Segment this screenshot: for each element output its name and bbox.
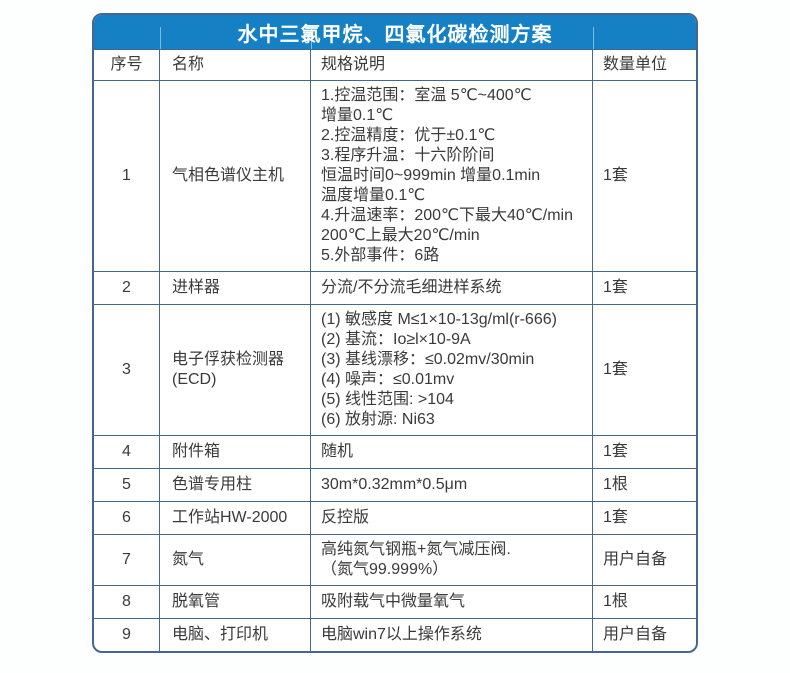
table-row: 1 气相色谱仪主机 1.控温范围：室温 5℃~400℃ 增量0.1℃ 2.控温精… bbox=[94, 80, 696, 271]
row-qty-cell: 1根 bbox=[593, 468, 696, 501]
row-name-cell: 色谱专用柱 bbox=[160, 468, 311, 501]
row-qty-cell: 1套 bbox=[593, 501, 696, 534]
row-qty-cell: 1套 bbox=[593, 271, 696, 304]
row-name-cell: 电脑、打印机 bbox=[160, 618, 311, 651]
row-no-cell: 5 bbox=[94, 468, 160, 501]
row-qty-cell: 1根 bbox=[593, 585, 696, 618]
row-no-cell: 4 bbox=[94, 435, 160, 468]
table-row: 4 附件箱 随机 1套 bbox=[94, 435, 696, 468]
row-name-cell: 附件箱 bbox=[160, 435, 311, 468]
row-name-cell: 气相色谱仪主机 bbox=[160, 80, 311, 271]
title-column-divider bbox=[593, 27, 594, 49]
header-no: 序号 bbox=[94, 49, 160, 80]
row-name-cell: 进样器 bbox=[160, 271, 311, 304]
table-header-row: 序号 名称 规格说明 数量单位 bbox=[94, 49, 696, 80]
title-column-divider bbox=[311, 27, 312, 49]
row-name-cell: 氮气 bbox=[160, 534, 311, 585]
row-spec-cell: (1) 敏感度 M≤1×10-13g/ml(r-666) (2) 基流：Io≥l… bbox=[311, 304, 593, 435]
row-name-cell: 工作站HW-2000 bbox=[160, 501, 311, 534]
title-column-divider bbox=[160, 27, 161, 49]
row-name-cell: 电子俘获检测器 (ECD) bbox=[160, 304, 311, 435]
row-qty-cell: 用户自备 bbox=[593, 618, 696, 651]
row-no-cell: 2 bbox=[94, 271, 160, 304]
row-no-cell: 9 bbox=[94, 618, 160, 651]
row-qty-cell: 用户自备 bbox=[593, 534, 696, 585]
row-qty-cell: 1套 bbox=[593, 80, 696, 271]
row-qty-cell: 1套 bbox=[593, 304, 696, 435]
row-qty-cell: 1套 bbox=[593, 435, 696, 468]
header-spec: 规格说明 bbox=[311, 49, 593, 80]
table-title: 水中三氯甲烷、四氯化碳检测方案 bbox=[237, 23, 553, 46]
table-row: 7 氮气 高纯氮气钢瓶+氮气减压阀. （氮气99.999%） 用户自备 bbox=[94, 534, 696, 585]
row-spec-cell: 随机 bbox=[311, 435, 593, 468]
row-no-cell: 3 bbox=[94, 304, 160, 435]
table-row: 5 色谱专用柱 30m*0.32mm*0.5μm 1根 bbox=[94, 468, 696, 501]
table-row: 8 脱氧管 吸附载气中微量氧气 1根 bbox=[94, 585, 696, 618]
row-spec-cell: 分流/不分流毛细进样系统 bbox=[311, 271, 593, 304]
row-spec-cell: 吸附载气中微量氧气 bbox=[311, 585, 593, 618]
table-row: 9 电脑、打印机 电脑win7以上操作系统 用户自备 bbox=[94, 618, 696, 651]
spec-table-card: 水中三氯甲烷、四氯化碳检测方案 序号 名称 规格说明 数量单位 1 气相色谱仪主… bbox=[92, 13, 698, 653]
header-qty: 数量单位 bbox=[593, 49, 696, 80]
table-title-bar: 水中三氯甲烷、四氯化碳检测方案 bbox=[94, 15, 696, 49]
row-spec-cell: 高纯氮气钢瓶+氮气减压阀. （氮气99.999%） bbox=[311, 534, 593, 585]
row-spec-cell: 电脑win7以上操作系统 bbox=[311, 618, 593, 651]
row-spec-cell: 1.控温范围：室温 5℃~400℃ 增量0.1℃ 2.控温精度：优于±0.1℃ … bbox=[311, 80, 593, 271]
row-no-cell: 8 bbox=[94, 585, 160, 618]
header-name: 名称 bbox=[160, 49, 311, 80]
row-name-cell: 脱氧管 bbox=[160, 585, 311, 618]
row-no-cell: 7 bbox=[94, 534, 160, 585]
row-spec-cell: 30m*0.32mm*0.5μm bbox=[311, 468, 593, 501]
row-no-cell: 6 bbox=[94, 501, 160, 534]
row-spec-cell: 反控版 bbox=[311, 501, 593, 534]
row-no-cell: 1 bbox=[94, 80, 160, 271]
table-row: 2 进样器 分流/不分流毛细进样系统 1套 bbox=[94, 271, 696, 304]
table-row: 3 电子俘获检测器 (ECD) (1) 敏感度 M≤1×10-13g/ml(r-… bbox=[94, 304, 696, 435]
table-row: 6 工作站HW-2000 反控版 1套 bbox=[94, 501, 696, 534]
